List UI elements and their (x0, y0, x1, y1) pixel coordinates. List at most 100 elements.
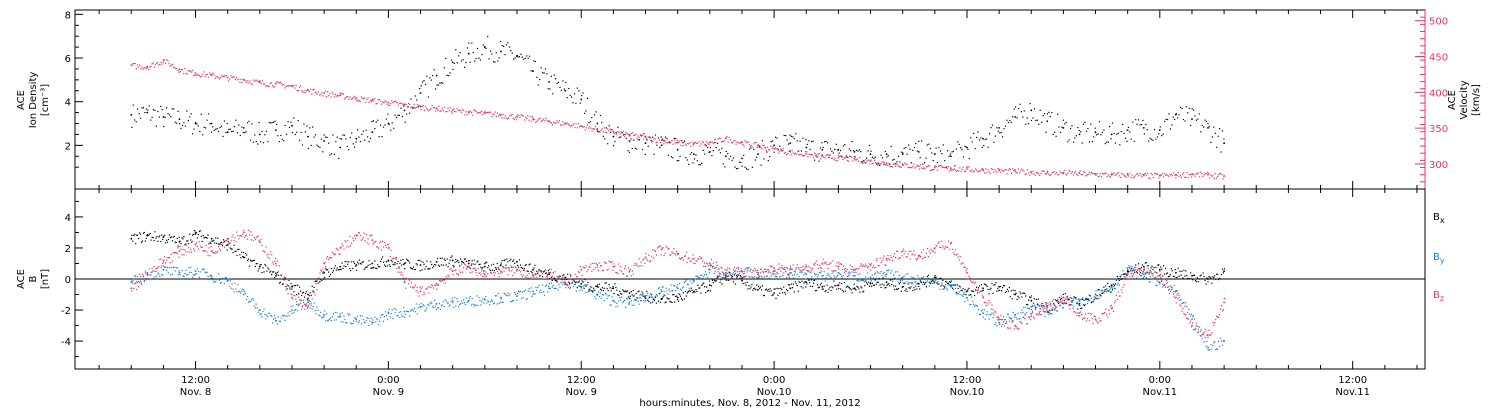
ion-density-series-point (676, 160, 678, 162)
velocity-series-point (934, 165, 936, 167)
By-series-point (570, 286, 572, 288)
ion-density-series-point (1152, 139, 1154, 141)
ion-density-series-point (222, 135, 224, 137)
By-series-point (1011, 320, 1013, 322)
Bx-series-point (478, 264, 480, 266)
ion-density-series-point (858, 149, 860, 151)
velocity-series-point (717, 138, 719, 140)
ion-density-series-point (860, 151, 862, 153)
Bz-series-point (577, 271, 579, 273)
Bx-series-point (815, 289, 818, 292)
By-series-marker (789, 271, 792, 274)
Bx-series-point (407, 259, 409, 261)
By-series-point (1192, 315, 1194, 317)
ion-density-series-point (1116, 133, 1118, 135)
By-series-point (436, 307, 439, 309)
velocity-series-point (969, 170, 971, 172)
ion-density-series-point (193, 128, 195, 130)
ion-density-series-point (1190, 124, 1192, 127)
ion-density-series-point (209, 123, 211, 125)
velocity-series-point (264, 83, 266, 85)
By-series-point (271, 315, 273, 317)
By-series-point (630, 300, 632, 302)
velocity-series-point (489, 112, 491, 114)
Bx-series-marker (708, 284, 711, 287)
velocity-series-marker (226, 76, 229, 79)
By-series-point (160, 267, 162, 269)
Bx-series-point (735, 275, 738, 277)
By-series-point (894, 277, 896, 279)
By-series-point (344, 318, 346, 320)
ion-density-series-point (971, 141, 973, 143)
By-series-point (393, 308, 395, 310)
Bz-series-point (667, 248, 669, 250)
By-series-point (976, 305, 978, 307)
By-series-point (453, 306, 455, 309)
ion-density-series-point (186, 110, 188, 112)
By-series-point (867, 272, 869, 274)
ion-density-series-point (1148, 140, 1150, 142)
By-series-point (446, 302, 448, 304)
velocity-series-point (836, 160, 838, 162)
velocity-series-point (269, 82, 271, 84)
By-series-point (325, 320, 327, 322)
By-series-point (632, 295, 634, 297)
ion-density-series-point (1221, 130, 1224, 132)
Bz-series-point (220, 249, 222, 251)
By-series-marker (548, 287, 550, 290)
By-series-point (558, 284, 560, 286)
ion-density-series-point (566, 97, 568, 99)
velocity-series-point (784, 151, 787, 153)
Bz-series-point (273, 263, 275, 265)
ion-density-series-point (248, 120, 250, 122)
velocity-series-point (978, 170, 980, 172)
velocity-series-point (703, 144, 706, 146)
velocity-series-point (799, 153, 801, 156)
By-series-point (1147, 279, 1149, 281)
velocity-series-point (185, 73, 187, 75)
velocity-series-point (490, 111, 492, 113)
By-series-point (153, 277, 155, 279)
Bx-series-point (602, 289, 604, 292)
velocity-series-point (292, 85, 294, 88)
Bx-series-point (247, 258, 250, 260)
Bz-series-point (218, 246, 220, 248)
By-series-point (736, 273, 738, 276)
velocity-series-point (1205, 173, 1207, 175)
By-series-point (913, 277, 915, 279)
By-series-point (801, 271, 803, 274)
Bx-series-point (131, 234, 133, 236)
Bz-series-point (619, 269, 621, 271)
Bx-series-point (907, 283, 909, 285)
velocity-series-point (234, 78, 236, 80)
By-series-point (294, 309, 296, 311)
Bx-series-point (721, 283, 723, 285)
By-series-marker (676, 287, 679, 290)
Bx-series-point (939, 278, 941, 280)
Bx-series-point (699, 287, 701, 289)
ion-density-series-point (617, 126, 619, 128)
ion-density-series-point (445, 57, 447, 59)
velocity-series-point (361, 97, 364, 99)
velocity-series-point (343, 98, 346, 100)
By-series-point (790, 272, 792, 274)
By-series-point (436, 309, 438, 311)
Bx-series-point (344, 261, 346, 263)
By-series-point (460, 303, 462, 305)
By-series-point (833, 275, 835, 277)
ion-density-series-point (395, 116, 398, 118)
By-series-point (181, 269, 183, 271)
velocity-series-point (285, 85, 287, 87)
velocity-series-point (239, 81, 241, 83)
velocity-series-point (927, 165, 929, 167)
velocity-series-point (1120, 176, 1122, 179)
Bz-series-point (530, 276, 532, 279)
ion-density-series-point (510, 50, 512, 52)
By-series-marker (275, 320, 277, 322)
Bz-series-point (292, 298, 294, 300)
By-series-point (342, 321, 344, 323)
By-series-point (264, 314, 266, 316)
ion-density-series-point (223, 120, 225, 122)
top-left-axis-title-line-3: [cm⁻³] (40, 84, 51, 116)
velocity-series-marker (451, 109, 454, 112)
